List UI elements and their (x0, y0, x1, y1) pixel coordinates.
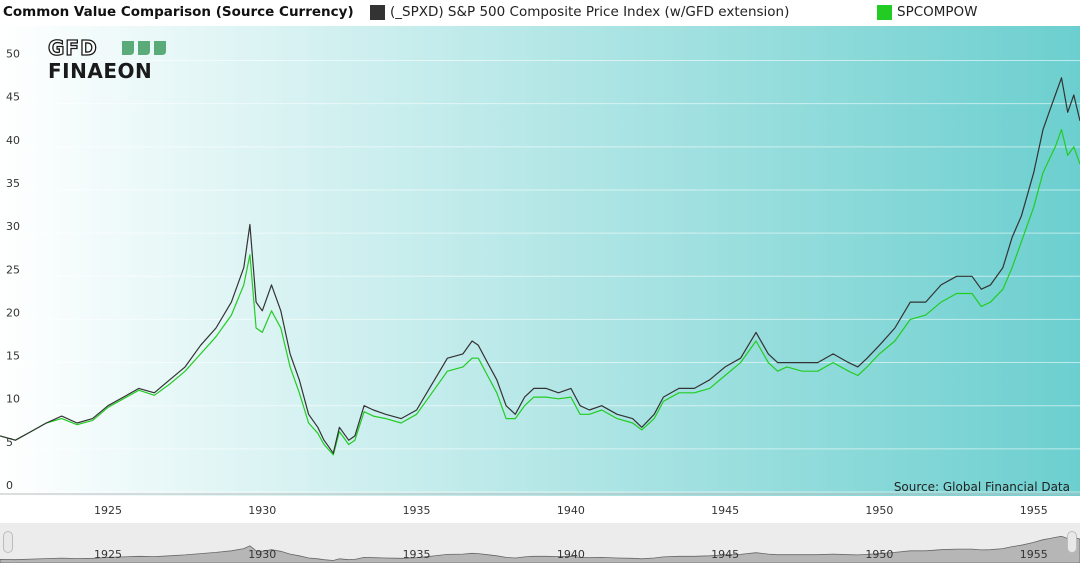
chart-svg: 0 5 10 15 20 25 30 35 40 45 50 (0, 26, 1080, 496)
y-tick-label: 30 (6, 220, 20, 233)
x-axis-background (0, 496, 1080, 523)
y-tick-label: 5 (6, 436, 13, 449)
y-tick-label: 25 (6, 263, 20, 276)
y-tick-label: 35 (6, 177, 20, 190)
legend-item-spxd[interactable]: (_SPXD) S&P 500 Composite Price Index (w… (370, 4, 789, 20)
logo-leaf-icon (122, 41, 134, 55)
y-tick-label: 15 (6, 350, 20, 363)
navigator-label: 1935 (403, 548, 431, 561)
y-tick-label: 40 (6, 134, 20, 147)
legend-swatch-spcompow (877, 4, 892, 20)
y-tick-labels: 0 5 10 15 20 25 30 35 40 45 50 (6, 48, 20, 492)
navigator-svg: 1925 1930 1935 1940 1945 1950 1955 (0, 523, 1080, 564)
source-note: Source: Global Financial Data (893, 480, 1070, 494)
logo-line2: FINAEON (48, 59, 152, 82)
plot-area[interactable]: 0 5 10 15 20 25 30 35 40 45 50 (0, 26, 1080, 496)
navigator-right-handle[interactable] (1067, 531, 1077, 553)
series-layer (0, 77, 1080, 456)
navigator-labels: 1925 1930 1935 1940 1945 1950 1955 (94, 548, 1048, 561)
logo-mark: GFD FINAEON (47, 35, 166, 83)
x-tick-label: 1925 (94, 504, 122, 517)
logo-leaf-icon (138, 41, 150, 55)
chart-header: Common Value Comparison (Source Currency… (0, 0, 1080, 26)
legend-swatch-spxd (370, 4, 385, 20)
y-tick-label: 0 (6, 479, 13, 492)
y-tick-label: 45 (6, 91, 20, 104)
y-tick-label: 20 (6, 306, 20, 319)
x-tick-labels: 1925 1930 1935 1940 1945 1950 1955 (94, 504, 1048, 517)
x-tick-label: 1935 (403, 504, 431, 517)
logo-leaf-icon (154, 41, 166, 55)
navigator-label: 1945 (711, 548, 739, 561)
chart-title: Common Value Comparison (Source Currency… (3, 4, 354, 20)
series-line-spcompow (0, 128, 1080, 456)
range-navigator[interactable]: 1925 1930 1935 1940 1945 1950 1955 (0, 523, 1080, 564)
legend-label-spxd: (_SPXD) S&P 500 Composite Price Index (w… (390, 4, 790, 20)
navigator-label: 1930 (248, 548, 276, 561)
navigator-area (0, 535, 1080, 564)
gfd-finaeon-logo: GFD FINAEON (47, 35, 198, 86)
x-tick-label: 1930 (248, 504, 276, 517)
logo-line1: GFD (48, 38, 98, 60)
x-tick-label: 1940 (557, 504, 585, 517)
x-tick-label: 1955 (1020, 504, 1048, 517)
grid-layer (0, 60, 1080, 493)
x-axis: 1925 1930 1935 1940 1945 1950 1955 (0, 496, 1080, 523)
y-tick-label: 50 (6, 48, 20, 61)
x-tick-label: 1945 (711, 504, 739, 517)
navigator-series (0, 535, 1080, 564)
navigator-label: 1950 (865, 548, 893, 561)
legend-item-spcompow[interactable]: SPCOMPOW (877, 4, 978, 20)
navigator-label: 1955 (1020, 548, 1048, 561)
series-line-spxd (0, 77, 1080, 454)
legend-label-spcompow: SPCOMPOW (897, 4, 978, 20)
navigator-left-handle[interactable] (3, 531, 13, 553)
navigator-label: 1940 (557, 548, 585, 561)
y-tick-label: 10 (6, 393, 20, 406)
plot-background (0, 26, 1080, 496)
navigator-label: 1925 (94, 548, 122, 561)
x-tick-label: 1950 (865, 504, 893, 517)
